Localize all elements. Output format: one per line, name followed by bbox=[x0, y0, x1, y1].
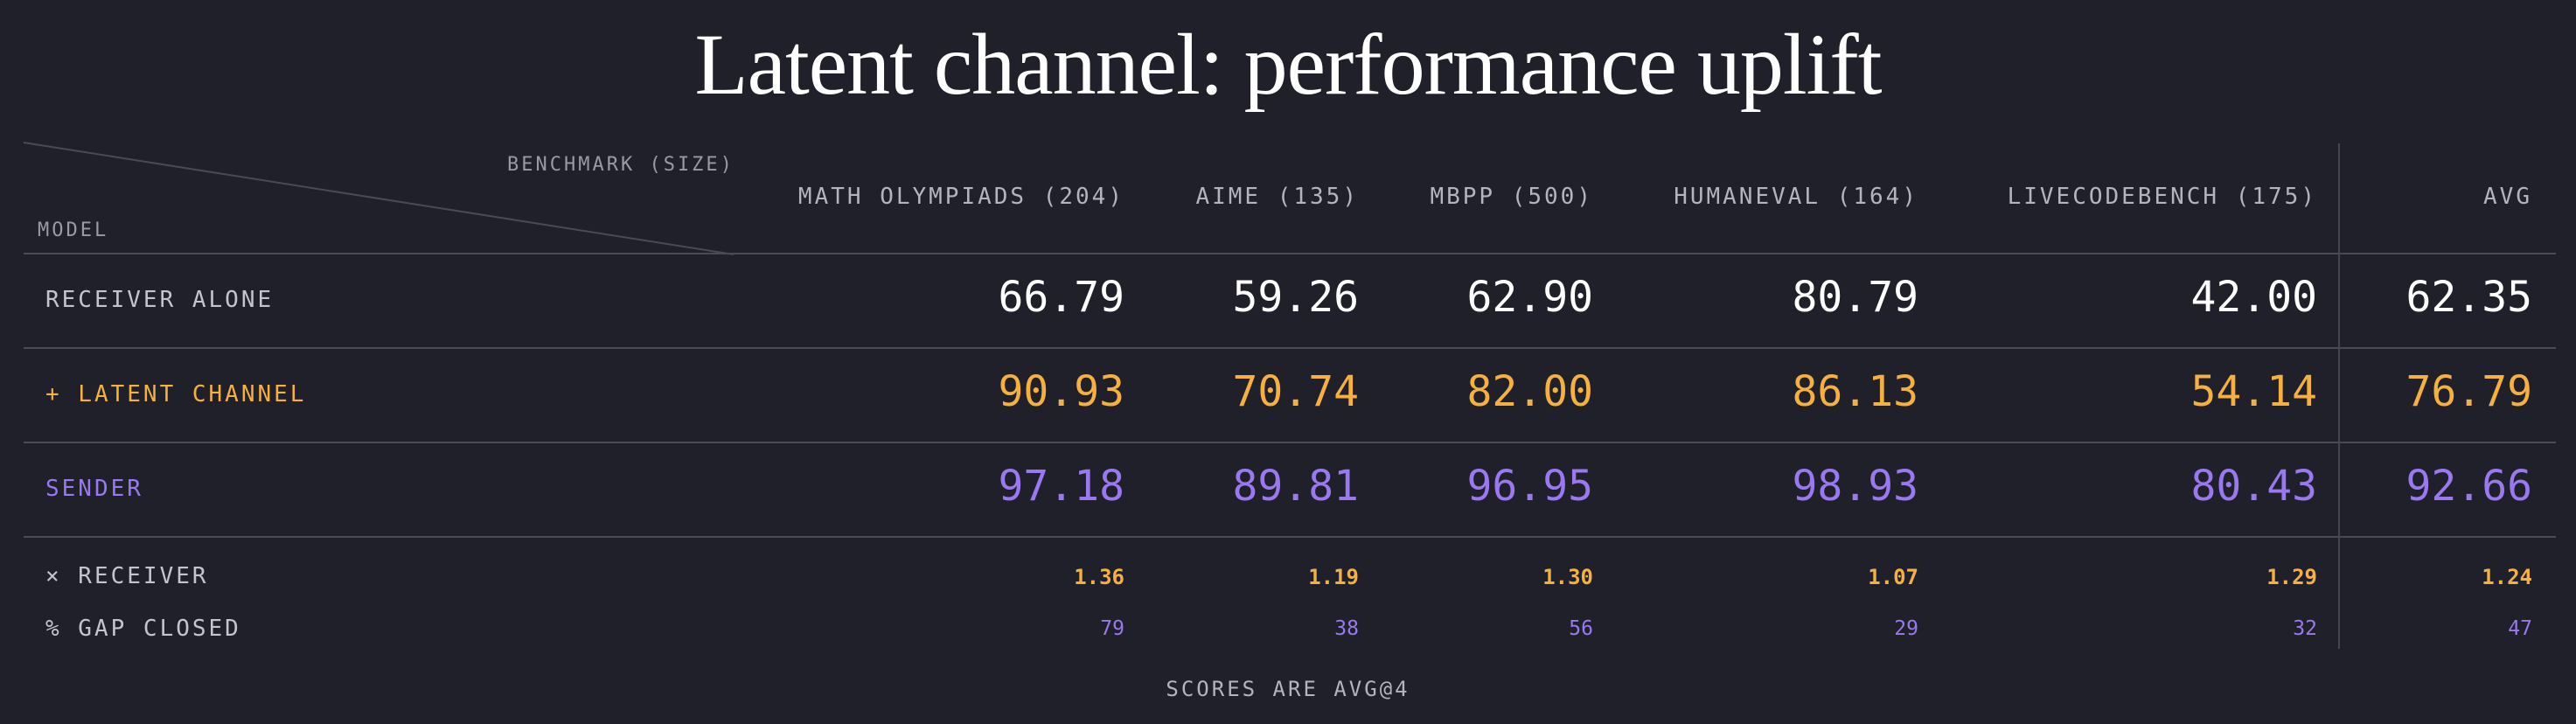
score-cell: 76.79 bbox=[2405, 367, 2533, 416]
gap-closed-cell: 38 bbox=[1334, 617, 1359, 640]
row-label: SENDER bbox=[45, 476, 143, 502]
row-divider bbox=[24, 536, 2556, 538]
score-cell: 92.66 bbox=[2405, 462, 2533, 511]
score-cell: 54.14 bbox=[2190, 367, 2318, 416]
page-title: Latent channel: performance uplift bbox=[694, 16, 1882, 113]
score-cell: 62.90 bbox=[1466, 273, 1594, 322]
header-diagonal-divider bbox=[23, 142, 735, 255]
row-divider bbox=[24, 347, 2556, 349]
score-cell: 42.00 bbox=[2190, 273, 2318, 322]
column-header: MBPP (500) bbox=[1430, 184, 1593, 210]
row-divider bbox=[24, 442, 2556, 443]
avg-column-divider bbox=[2338, 143, 2340, 649]
ratio-cell: 1.36 bbox=[1074, 565, 1124, 589]
row-label: + LATENT CHANNEL bbox=[45, 381, 307, 407]
score-cell: 98.93 bbox=[1792, 462, 1919, 511]
summary-row-label: % GAP CLOSED bbox=[45, 616, 241, 642]
column-header: LIVECODEBENCH (175) bbox=[2007, 184, 2317, 210]
gap-closed-cell: 29 bbox=[1894, 617, 1918, 640]
ratio-cell: 1.24 bbox=[2482, 565, 2532, 589]
gap-closed-cell: 79 bbox=[1100, 617, 1124, 640]
score-cell: 80.79 bbox=[1792, 273, 1919, 322]
score-cell: 90.93 bbox=[998, 367, 1125, 416]
ratio-cell: 1.30 bbox=[1542, 565, 1593, 589]
model-axis-label: MODEL bbox=[38, 219, 109, 241]
column-header: MATH OLYMPIADS (204) bbox=[797, 184, 1124, 210]
column-header: AIME (135) bbox=[1195, 184, 1359, 210]
footnote: SCORES ARE AVG@4 bbox=[1166, 677, 1410, 701]
score-cell: 70.74 bbox=[1232, 367, 1360, 416]
gap-closed-cell: 56 bbox=[1569, 617, 1593, 640]
column-header: HUMANEVAL (164) bbox=[1674, 184, 1918, 210]
score-cell: 66.79 bbox=[998, 273, 1125, 322]
summary-row-label: × RECEIVER bbox=[45, 563, 209, 589]
ratio-cell: 1.29 bbox=[2266, 565, 2317, 589]
benchmark-axis-label: BENCHMARK (SIZE) bbox=[507, 154, 735, 176]
score-cell: 59.26 bbox=[1232, 273, 1360, 322]
column-header: AVG bbox=[2483, 184, 2532, 210]
header-divider bbox=[24, 253, 2556, 254]
score-cell: 62.35 bbox=[2405, 273, 2533, 322]
score-cell: 97.18 bbox=[998, 462, 1125, 511]
score-cell: 82.00 bbox=[1466, 367, 1594, 416]
ratio-cell: 1.19 bbox=[1308, 565, 1359, 589]
score-cell: 96.95 bbox=[1466, 462, 1594, 511]
gap-closed-cell: 32 bbox=[2293, 617, 2317, 640]
ratio-cell: 1.07 bbox=[1868, 565, 1918, 589]
row-label: RECEIVER ALONE bbox=[45, 287, 275, 313]
score-cell: 89.81 bbox=[1232, 462, 1360, 511]
score-cell: 86.13 bbox=[1792, 367, 1919, 416]
gap-closed-cell: 47 bbox=[2508, 617, 2532, 640]
score-cell: 80.43 bbox=[2190, 462, 2318, 511]
